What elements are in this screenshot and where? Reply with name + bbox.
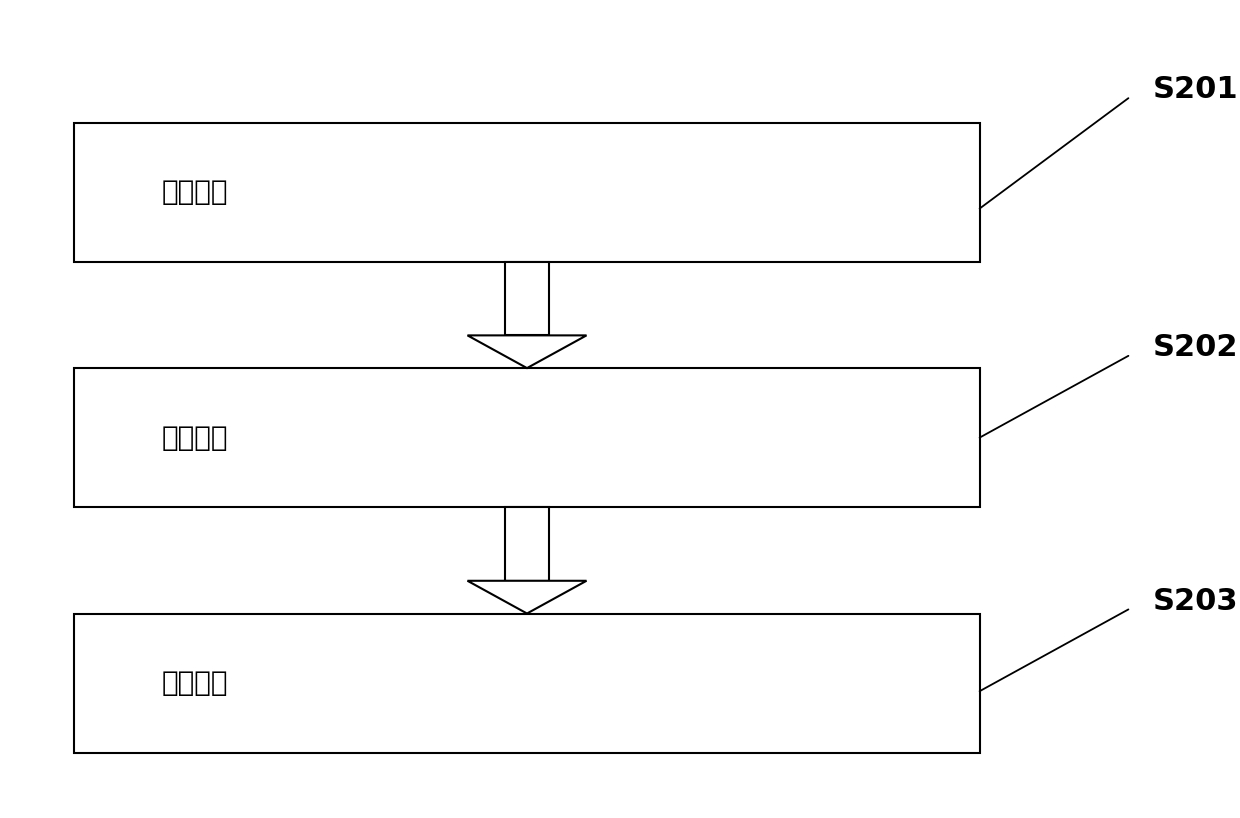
Text: 纯度检测: 纯度检测 [161, 424, 228, 452]
Text: 混合原料: 混合原料 [161, 669, 228, 697]
Bar [505, 507, 549, 581]
Bar [74, 368, 980, 507]
Bar [74, 614, 980, 753]
Text: S201: S201 [1153, 75, 1239, 105]
Text: S202: S202 [1153, 333, 1239, 362]
Text: S203: S203 [1153, 587, 1239, 616]
Text: 挑取原料: 挑取原料 [161, 178, 228, 206]
Bar [74, 123, 980, 262]
Polygon shape [467, 581, 587, 614]
Polygon shape [467, 335, 587, 368]
Bar [505, 262, 549, 335]
